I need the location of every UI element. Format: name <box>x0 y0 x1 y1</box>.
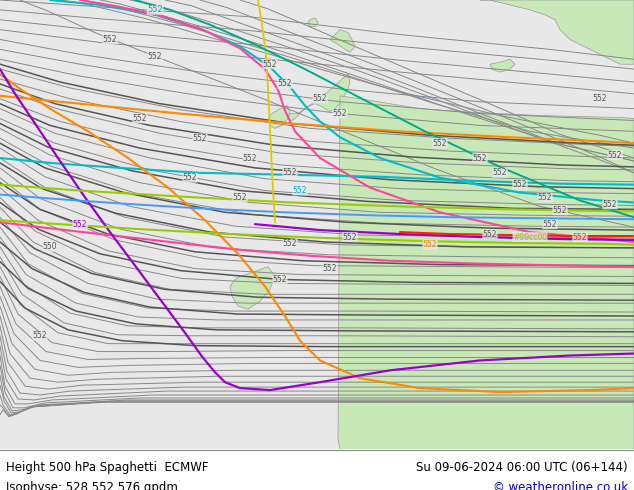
Text: 552: 552 <box>293 186 307 195</box>
Text: 552: 552 <box>538 193 552 202</box>
Polygon shape <box>230 267 275 309</box>
Polygon shape <box>330 29 355 52</box>
Text: 552: 552 <box>103 35 117 44</box>
Polygon shape <box>338 96 634 449</box>
Text: 552: 552 <box>473 153 488 163</box>
Text: 552: 552 <box>133 114 147 123</box>
Text: 552: 552 <box>262 60 277 69</box>
Text: #99cc00: #99cc00 <box>513 233 547 242</box>
Text: 552: 552 <box>608 150 622 160</box>
Text: 552: 552 <box>148 52 162 61</box>
Text: 552: 552 <box>323 264 337 273</box>
Text: © weatheronline.co.uk: © weatheronline.co.uk <box>493 481 628 490</box>
Text: Su 09-06-2024 06:00 UTC (06+144): Su 09-06-2024 06:00 UTC (06+144) <box>416 461 628 474</box>
Polygon shape <box>480 0 634 64</box>
Polygon shape <box>268 106 290 128</box>
Text: 552: 552 <box>333 109 347 118</box>
Text: 552: 552 <box>423 241 437 249</box>
Text: Isophyse: 528 552 576 gpdm: Isophyse: 528 552 576 gpdm <box>6 481 178 490</box>
Text: 552: 552 <box>313 94 327 103</box>
Text: 552: 552 <box>183 173 197 182</box>
Text: 552: 552 <box>603 200 618 209</box>
Text: 552: 552 <box>283 169 297 177</box>
Text: 552: 552 <box>243 153 257 163</box>
Polygon shape <box>490 59 515 72</box>
Text: 552: 552 <box>278 79 292 88</box>
Text: 552: 552 <box>593 94 607 103</box>
Text: 552: 552 <box>273 275 287 284</box>
Text: 552: 552 <box>513 180 527 189</box>
Text: 552: 552 <box>493 169 507 177</box>
Text: 552: 552 <box>573 233 587 242</box>
Text: 552: 552 <box>283 240 297 248</box>
Polygon shape <box>288 74 350 122</box>
Polygon shape <box>308 18 318 26</box>
Text: 552: 552 <box>33 331 48 340</box>
Text: 550: 550 <box>42 243 57 251</box>
Text: 552: 552 <box>233 193 247 202</box>
Text: 552: 552 <box>482 229 497 239</box>
Text: 552: 552 <box>543 220 557 229</box>
Text: 552: 552 <box>73 220 87 229</box>
Text: 552: 552 <box>193 134 207 143</box>
Text: 552: 552 <box>433 139 447 147</box>
Text: 552: 552 <box>553 206 567 215</box>
Text: Height 500 hPa Spaghetti  ECMWF: Height 500 hPa Spaghetti ECMWF <box>6 461 209 474</box>
Text: 552: 552 <box>343 233 357 242</box>
Text: 552: 552 <box>147 5 163 14</box>
